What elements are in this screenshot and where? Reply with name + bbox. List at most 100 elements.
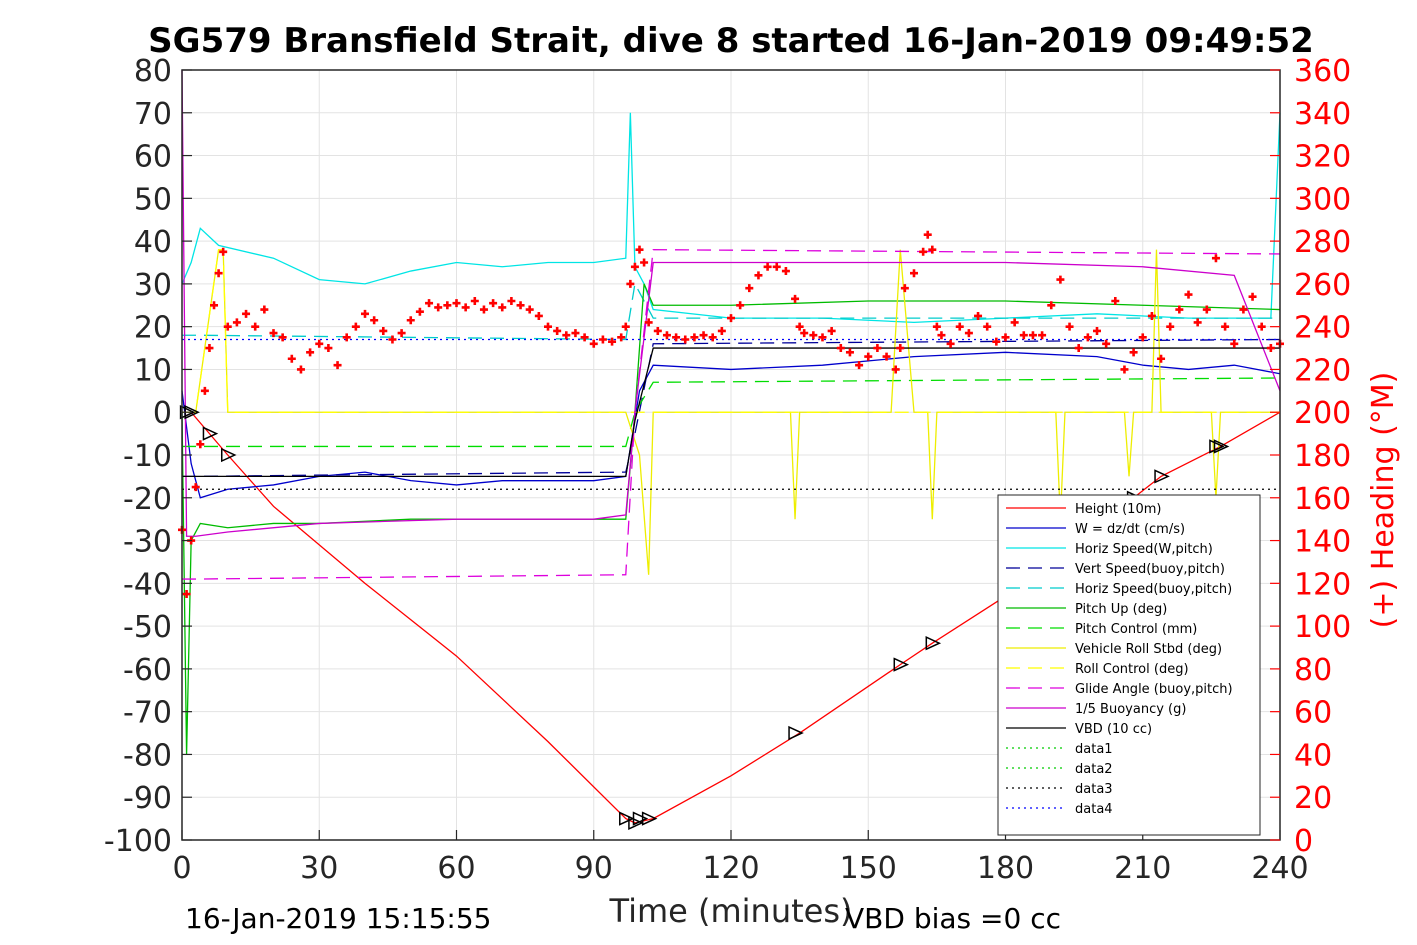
heading-point xyxy=(1065,322,1074,331)
legend-label: W = dz/dt (cm/s) xyxy=(1075,522,1185,537)
heading-point xyxy=(1074,344,1083,353)
y-tick-label: -80 xyxy=(123,738,172,773)
y-tick-label: -50 xyxy=(123,610,172,645)
heading-point xyxy=(598,335,607,344)
legend: Height (10m) W = dz/dt (cm/s) Horiz Speed(… xyxy=(997,494,1261,836)
depth-marker xyxy=(179,405,196,420)
heading-point xyxy=(324,344,333,353)
heading-point xyxy=(635,245,644,254)
y-tick-label: 10 xyxy=(134,353,172,388)
heading-point xyxy=(1138,333,1147,342)
heading-point xyxy=(836,344,845,353)
heading-point xyxy=(479,305,488,314)
y-tick-label: 40 xyxy=(134,225,172,260)
right-tick-label: 100 xyxy=(1294,610,1351,645)
legend-label: Vehicle Roll Stbd (deg) xyxy=(1075,642,1222,657)
heading-point xyxy=(1175,305,1184,314)
right-tick-label: 240 xyxy=(1294,311,1351,346)
heading-point xyxy=(983,322,992,331)
right-tick-label: 360 xyxy=(1294,54,1351,89)
heading-point xyxy=(873,344,882,353)
heading-point xyxy=(640,258,649,267)
depth-marker xyxy=(1209,439,1225,454)
depth-marker xyxy=(1213,439,1230,454)
heading-point xyxy=(534,311,543,320)
legend-label: 1/5 Buoyancy (g) xyxy=(1075,702,1186,717)
right-tick-label: 20 xyxy=(1294,781,1332,816)
legend-label: Pitch Control (mm) xyxy=(1075,622,1197,637)
heading-point xyxy=(882,352,891,361)
heading-point xyxy=(809,331,818,340)
heading-point xyxy=(1166,322,1175,331)
heading-point xyxy=(1111,297,1120,305)
heading-point xyxy=(891,365,900,374)
heading-point xyxy=(964,329,973,338)
heading-point xyxy=(617,333,626,342)
heading-point xyxy=(845,348,854,357)
heading-point xyxy=(1047,301,1056,310)
heading-point xyxy=(379,326,388,335)
heading-point xyxy=(791,294,800,303)
right-tick-label: 40 xyxy=(1294,738,1332,773)
heading-point xyxy=(219,247,228,256)
heading-point xyxy=(571,329,580,338)
y-tick-label: -70 xyxy=(123,696,172,731)
heading-point xyxy=(855,361,864,370)
heading-point xyxy=(461,303,470,312)
legend-box xyxy=(997,494,1261,836)
x-tick-label: 150 xyxy=(840,851,897,886)
x-tick-label: 180 xyxy=(977,851,1034,886)
heading-point xyxy=(644,318,653,327)
y-tick-label: -10 xyxy=(123,439,172,474)
heading-point xyxy=(1120,365,1129,374)
heading-point xyxy=(690,333,699,342)
heading-point xyxy=(1129,348,1138,357)
legend-label: Horiz Speed(W,pitch) xyxy=(1075,542,1213,557)
legend-label: Height (10m) xyxy=(1075,502,1161,517)
legend-label: data2 xyxy=(1075,762,1113,777)
right-tick-label: 200 xyxy=(1294,396,1351,431)
heading-point xyxy=(1001,333,1010,342)
heading-point xyxy=(553,326,562,335)
heading-point xyxy=(608,337,617,346)
heading-point xyxy=(452,299,461,308)
heading-point xyxy=(388,335,397,344)
x-tick-label: 30 xyxy=(300,851,338,886)
series-line-6 xyxy=(182,377,1281,448)
right-tick-label: 80 xyxy=(1294,653,1332,688)
heading-point xyxy=(1056,275,1065,284)
right-axis-label: (+) Heading (°M) xyxy=(1366,372,1401,629)
series-line-11 xyxy=(182,347,1280,478)
heading-point xyxy=(699,331,708,340)
heading-point xyxy=(1157,354,1166,363)
heading-point xyxy=(306,348,315,357)
heading-point xyxy=(589,339,598,348)
heading-point xyxy=(910,269,918,278)
heading-point xyxy=(1083,333,1092,342)
heading-point xyxy=(1019,331,1028,340)
heading-point xyxy=(434,303,443,312)
heading-point xyxy=(287,354,296,363)
x-tick-label: 240 xyxy=(1251,851,1308,886)
y-tick-label: -20 xyxy=(123,482,172,517)
depth-marker xyxy=(632,811,649,826)
heading-point xyxy=(361,309,369,318)
legend-label: Horiz Speed(buoy,pitch) xyxy=(1075,582,1232,597)
heading-point xyxy=(1193,318,1202,327)
heading-point xyxy=(681,335,690,344)
heading-point xyxy=(1221,322,1230,331)
heading-point xyxy=(1093,326,1101,335)
heading-point xyxy=(269,329,278,338)
right-tick-label: 300 xyxy=(1294,182,1351,217)
right-tick-label: 160 xyxy=(1294,482,1351,517)
heading-point xyxy=(795,322,804,331)
legend-label: data1 xyxy=(1075,742,1113,757)
heading-point xyxy=(425,299,434,308)
heading-point xyxy=(974,311,983,320)
right-tick-label: 120 xyxy=(1294,567,1351,602)
heading-point xyxy=(864,352,873,361)
heading-point xyxy=(1010,318,1019,327)
heading-point xyxy=(763,262,772,271)
heading-point xyxy=(580,333,589,342)
depth-marker xyxy=(221,447,237,463)
